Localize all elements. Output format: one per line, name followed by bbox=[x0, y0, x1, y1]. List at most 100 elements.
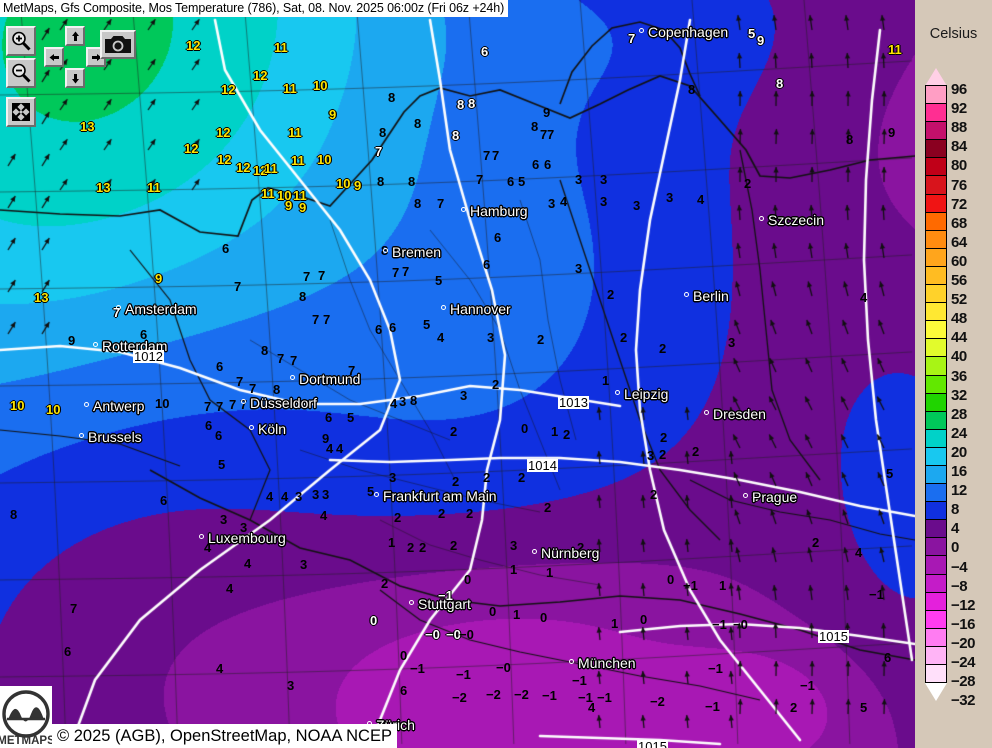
station-temperature: 3 bbox=[312, 487, 320, 502]
station-temperature: 6 bbox=[140, 327, 148, 342]
legend-color-bar bbox=[925, 85, 947, 684]
station-temperature: 6 bbox=[216, 359, 224, 374]
station-temperature: −2 bbox=[486, 687, 501, 702]
pan-left-button[interactable] bbox=[44, 47, 64, 67]
pan-down-button[interactable] bbox=[65, 68, 85, 88]
legend-tick-label: −28 bbox=[951, 673, 975, 691]
station-temperature: 2 bbox=[381, 576, 389, 591]
station-temperature: 7 bbox=[492, 148, 500, 163]
station-temperature: 10 bbox=[336, 176, 351, 191]
station-temperature: 7 bbox=[375, 144, 383, 159]
legend-color-cell bbox=[925, 519, 947, 539]
temperature-field-canvas[interactable] bbox=[0, 0, 915, 748]
legend-color-cell bbox=[925, 374, 947, 394]
station-temperature: 13 bbox=[34, 290, 49, 305]
station-temperature: 7 bbox=[236, 374, 244, 389]
legend-tick-label: 32 bbox=[951, 386, 967, 404]
station-temperature: 3 bbox=[575, 172, 583, 187]
station-temperature: −1 bbox=[438, 588, 453, 603]
city-label: Nürnberg bbox=[541, 545, 600, 561]
station-temperature: 12 bbox=[216, 125, 231, 140]
station-temperature: 6 bbox=[222, 241, 230, 256]
legend-tick-label: −32 bbox=[951, 692, 975, 710]
station-temperature: 10 bbox=[317, 152, 332, 167]
station-temperature: 3 bbox=[295, 489, 303, 504]
station-temperature: 2 bbox=[563, 427, 571, 442]
legend-tick-label: −24 bbox=[951, 654, 975, 671]
city-marker bbox=[383, 248, 388, 253]
station-temperature: 11 bbox=[264, 161, 278, 176]
legend-color-cell bbox=[925, 573, 947, 593]
city-label: Hamburg bbox=[470, 203, 528, 219]
station-temperature: 7 bbox=[483, 148, 491, 163]
station-temperature: 8 bbox=[379, 125, 387, 140]
legend-color-cell bbox=[925, 356, 947, 376]
station-temperature: 10 bbox=[46, 402, 61, 417]
legend-tick-label: 96 bbox=[951, 81, 967, 98]
station-temperature: 9 bbox=[299, 200, 307, 215]
station-temperature: 4 bbox=[320, 508, 328, 523]
city-label: Copenhagen bbox=[648, 24, 729, 40]
station-temperature: 9 bbox=[757, 33, 765, 48]
city-label: Leipzig bbox=[624, 386, 669, 402]
station-temperature: 2 bbox=[492, 377, 500, 392]
legend-color-cell bbox=[925, 265, 947, 286]
zoom-in-button[interactable] bbox=[6, 26, 36, 56]
legend-color-cell bbox=[925, 229, 947, 249]
station-temperature: 6 bbox=[375, 322, 383, 337]
station-temperature: −2 bbox=[514, 687, 529, 702]
station-temperature: 2 bbox=[620, 330, 628, 345]
station-temperature: 7 bbox=[348, 363, 356, 378]
pan-up-button[interactable] bbox=[65, 26, 85, 46]
legend-color-cell bbox=[925, 85, 947, 105]
arrow-up-icon bbox=[71, 31, 79, 41]
city-label: Dresden bbox=[713, 406, 766, 422]
station-temperature: 4 bbox=[697, 192, 705, 207]
arrow-down-icon bbox=[71, 73, 79, 83]
station-temperature: 7 bbox=[402, 264, 410, 279]
weather-map-viewport[interactable]: 12 11 9 11 6 7 8 12 12 11 10 8 8 8 9 9 8 8 12 12 11 8 7 8 8 8 7 7 12… bbox=[0, 0, 915, 748]
station-temperature: 7 bbox=[476, 172, 484, 187]
station-temperature: 5 bbox=[347, 410, 355, 425]
attribution-text: © 2025 (AGB), OpenStreetMap, NOAA NCEP bbox=[52, 724, 397, 748]
city-marker bbox=[532, 549, 537, 554]
station-temperature: 2 bbox=[544, 500, 552, 515]
station-temperature: 4 bbox=[588, 700, 596, 715]
station-temperature: 1 bbox=[388, 535, 396, 550]
station-temperature: −1 bbox=[578, 690, 593, 705]
station-temperature: 4 bbox=[336, 441, 344, 456]
legend-color-cell bbox=[925, 537, 947, 557]
station-temperature: 11 bbox=[261, 186, 275, 201]
station-temperature: 8 bbox=[531, 119, 539, 134]
screenshot-button[interactable] bbox=[100, 30, 136, 59]
station-temperature: 0 bbox=[667, 572, 675, 587]
station-temperature: 1 bbox=[513, 607, 521, 622]
legend-color-cell bbox=[925, 302, 947, 322]
city-label: Hannover bbox=[450, 301, 511, 317]
zoom-out-button[interactable] bbox=[6, 58, 36, 88]
station-temperature: 4 bbox=[855, 545, 863, 560]
station-temperature: 11 bbox=[147, 180, 161, 195]
legend-color-cell bbox=[925, 139, 947, 159]
station-temperature: −1 bbox=[708, 661, 723, 676]
fullscreen-button[interactable] bbox=[6, 97, 36, 127]
station-temperature: 7 bbox=[229, 397, 237, 412]
station-temperature: 9 bbox=[285, 198, 293, 213]
city-label: Köln bbox=[258, 421, 287, 437]
legend-tick-label: 84 bbox=[951, 138, 967, 156]
camera-icon bbox=[105, 36, 131, 53]
station-temperature: 2 bbox=[607, 287, 615, 302]
station-temperature: 5 bbox=[518, 174, 526, 189]
station-temperature: −1 bbox=[597, 690, 612, 705]
pan-control[interactable] bbox=[44, 26, 106, 88]
station-temperature: 6 bbox=[507, 174, 515, 189]
station-temperature: 6 bbox=[544, 157, 552, 172]
legend-tick-label: −16 bbox=[951, 615, 975, 633]
station-temperature: 6 bbox=[884, 650, 892, 665]
legend-tick-label: 76 bbox=[951, 176, 967, 194]
station-temperature: −0 bbox=[446, 627, 461, 642]
station-temperature: 3 bbox=[633, 198, 641, 213]
station-temperature: −0 bbox=[733, 617, 748, 632]
station-temperature: 7 bbox=[392, 265, 400, 280]
